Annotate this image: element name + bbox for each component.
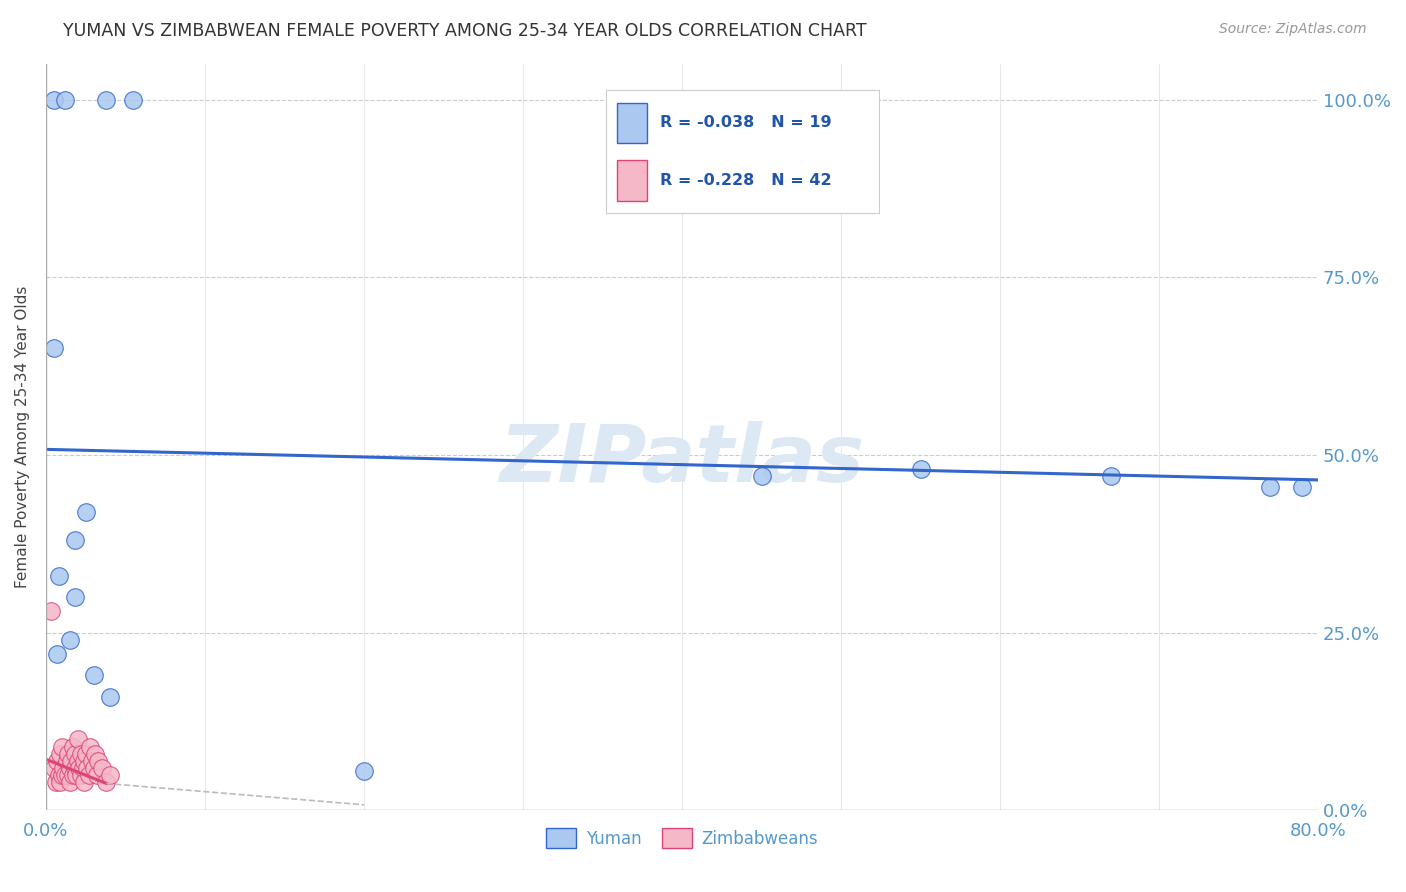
Point bbox=[63, 591, 86, 605]
Point bbox=[66, 732, 89, 747]
Point bbox=[62, 768, 84, 782]
Point bbox=[42, 342, 65, 356]
Point bbox=[98, 690, 121, 704]
Point bbox=[51, 739, 73, 754]
Point bbox=[75, 747, 97, 761]
Point bbox=[910, 462, 932, 476]
Point bbox=[65, 768, 87, 782]
Point bbox=[96, 775, 118, 789]
Point bbox=[1291, 480, 1313, 494]
Point bbox=[75, 505, 97, 519]
Point bbox=[76, 761, 98, 775]
Point bbox=[84, 747, 107, 761]
Text: YUMAN VS ZIMBABWEAN FEMALE POVERTY AMONG 25-34 YEAR OLDS CORRELATION CHART: YUMAN VS ZIMBABWEAN FEMALE POVERTY AMONG… bbox=[63, 22, 868, 40]
Point bbox=[70, 747, 93, 761]
Point bbox=[83, 668, 105, 682]
Point bbox=[42, 761, 65, 775]
Point bbox=[55, 754, 77, 768]
Point bbox=[59, 761, 82, 775]
Point bbox=[58, 747, 80, 761]
Point bbox=[73, 754, 96, 768]
Point bbox=[1260, 480, 1282, 494]
Point bbox=[353, 764, 375, 779]
Point bbox=[1099, 469, 1122, 483]
Point bbox=[96, 93, 118, 107]
Point bbox=[86, 768, 108, 782]
Point bbox=[98, 768, 121, 782]
Point bbox=[49, 747, 72, 761]
Point bbox=[66, 754, 89, 768]
Point bbox=[90, 761, 112, 775]
Point bbox=[80, 754, 103, 768]
Point bbox=[39, 604, 62, 618]
Point bbox=[53, 93, 76, 107]
Point bbox=[53, 768, 76, 782]
Text: ZIPatlas: ZIPatlas bbox=[499, 421, 865, 499]
Point bbox=[77, 768, 100, 782]
Point bbox=[72, 761, 94, 775]
Point bbox=[48, 768, 70, 782]
Point bbox=[63, 747, 86, 761]
Point bbox=[59, 632, 82, 647]
Point bbox=[70, 768, 93, 782]
Point bbox=[48, 569, 70, 583]
Y-axis label: Female Poverty Among 25-34 Year Olds: Female Poverty Among 25-34 Year Olds bbox=[15, 286, 30, 589]
Point bbox=[67, 761, 90, 775]
Point bbox=[63, 533, 86, 548]
Point bbox=[73, 775, 96, 789]
Point bbox=[751, 469, 773, 483]
Point bbox=[46, 754, 69, 768]
Point bbox=[42, 93, 65, 107]
Point bbox=[52, 761, 75, 775]
Point bbox=[46, 647, 69, 661]
Point bbox=[83, 761, 105, 775]
Point bbox=[58, 768, 80, 782]
Point bbox=[59, 775, 82, 789]
Point bbox=[87, 754, 110, 768]
Point bbox=[49, 775, 72, 789]
Point bbox=[62, 739, 84, 754]
Legend: Yuman, Zimbabweans: Yuman, Zimbabweans bbox=[540, 822, 825, 855]
Point bbox=[63, 761, 86, 775]
Point bbox=[79, 739, 101, 754]
Point bbox=[44, 775, 66, 789]
Point bbox=[60, 754, 83, 768]
Text: Source: ZipAtlas.com: Source: ZipAtlas.com bbox=[1219, 22, 1367, 37]
Point bbox=[51, 768, 73, 782]
Point bbox=[122, 93, 145, 107]
